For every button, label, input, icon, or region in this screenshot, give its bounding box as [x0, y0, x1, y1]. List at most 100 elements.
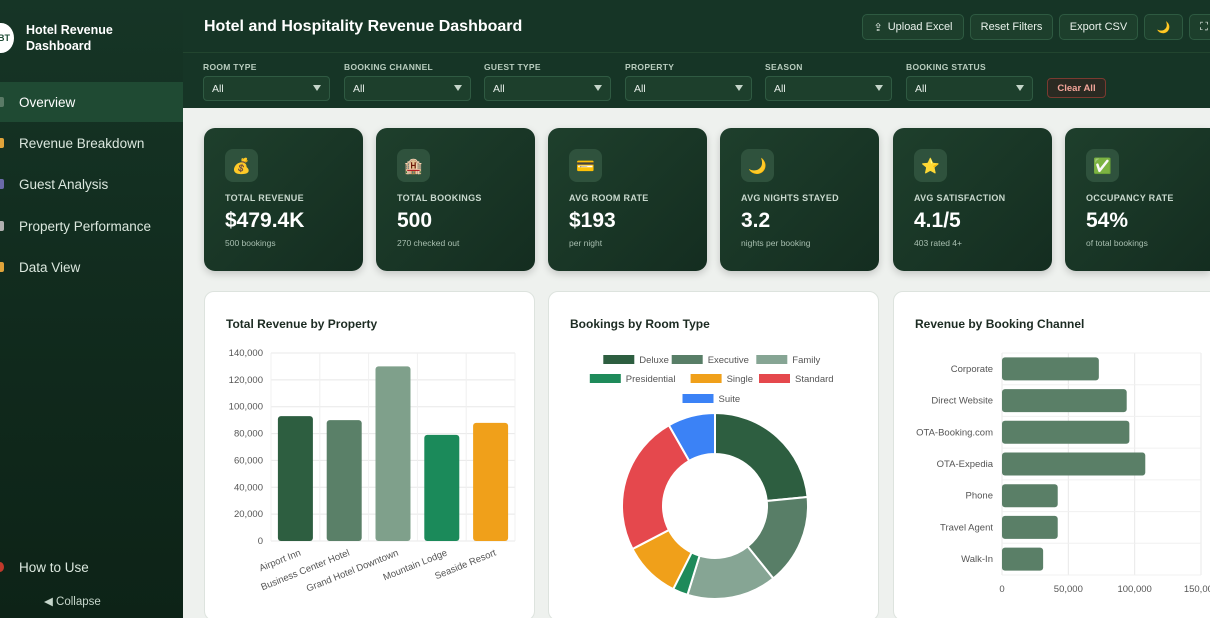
brand: BT Hotel Revenue Dashboard [0, 0, 183, 80]
chevron-down-icon [313, 85, 321, 91]
moon-icon: 🌙 [1156, 21, 1171, 34]
filter-label: Property [625, 62, 675, 72]
kpi-avg-satisfaction: ⭐ AVG SATISFACTION 4.1/5 403 rated 4+ [893, 128, 1052, 271]
bar [326, 420, 362, 541]
clear-all-button[interactable]: Clear All [1047, 78, 1106, 98]
star-icon: ⭐ [914, 149, 947, 182]
season-select[interactable]: All [765, 76, 892, 101]
booking-channel-select[interactable]: All [344, 76, 471, 101]
x-tick-label: 100,000 [1117, 584, 1151, 595]
checkmark-icon: ✅ [1086, 149, 1119, 182]
bar [375, 366, 411, 541]
upload-excel-button[interactable]: ⇪ Upload Excel [862, 14, 964, 40]
revenue-by-channel-card: Revenue by Booking Channel 0 50,000 100,00… [893, 291, 1210, 618]
revenue-by-channel-chart: 0 50,000 100,000 150,000 Corporate Direct Web… [916, 352, 1210, 595]
y-tick-label: Travel Agent [940, 522, 993, 533]
brand-logo: BT [0, 23, 14, 53]
filter-label: Season [765, 62, 803, 72]
select-value: All [493, 82, 505, 95]
upload-label: Upload Excel [887, 21, 953, 33]
y-tick-label: OTA-Expedia [937, 459, 994, 470]
hotel-icon: 🏨 [397, 149, 430, 182]
booking-status-select[interactable]: All [906, 76, 1033, 101]
filter-label: Booking Status [906, 62, 986, 72]
collapse-button[interactable]: ◀ Collapse [44, 596, 101, 608]
kpi-label: AVG ROOM RATE [569, 193, 649, 203]
help-icon [0, 562, 4, 572]
data-icon [0, 262, 4, 272]
property-select[interactable]: All [625, 76, 752, 101]
y-tick-label: 80,000 [234, 429, 263, 440]
kpi-value: 4.1/5 [914, 209, 961, 232]
fullscreen-button[interactable]: ⛶ [1189, 14, 1210, 40]
filter-booking-channel: Booking Channel All [344, 62, 471, 101]
nav-item-overview[interactable]: Overview [0, 82, 183, 122]
legend-swatch [589, 374, 621, 383]
y-tick-label: Walk-In [961, 554, 993, 565]
y-tick-label: 0 [258, 536, 263, 547]
pie-slice [667, 411, 716, 463]
chevron-down-icon [454, 85, 462, 91]
overview-icon [0, 97, 4, 107]
nav-item-how-to-use[interactable]: How to Use [0, 547, 183, 587]
kpi-avg-room-rate: 💳 AVG ROOM RATE $193 per night [548, 128, 707, 271]
y-tick-label: Phone [966, 491, 993, 502]
legend-label: Executive [708, 355, 749, 366]
y-tick-label: Corporate [951, 364, 993, 375]
filter-label: Room Type [203, 62, 257, 72]
fullscreen-icon: ⛶ [1200, 20, 1208, 33]
nav-item-guest-analysis[interactable]: Guest Analysis [0, 164, 183, 204]
kpi-occupancy-rate: ✅ OCCUPANCY RATE 54% of total bookings [1065, 128, 1210, 271]
theme-toggle-button[interactable]: 🌙 [1144, 14, 1183, 40]
nav-label: How to Use [19, 559, 89, 575]
legend-swatch [671, 355, 703, 364]
nav-item-property-performance[interactable]: Property Performance [0, 206, 183, 246]
chart-title: Bookings by Room Type [570, 317, 710, 331]
reset-filters-button[interactable]: Reset Filters [970, 14, 1053, 40]
guest-icon [0, 179, 4, 189]
kpi-value: 500 [397, 209, 433, 232]
y-tick-label: 140,000 [229, 348, 263, 359]
revenue-by-property-chart: 0 20,000 40,000 60,000 80,000 100,000 120,000 1… [229, 348, 516, 595]
bar [473, 422, 509, 541]
bar [424, 434, 460, 541]
bar [1002, 389, 1127, 413]
nav-label: Guest Analysis [19, 176, 109, 192]
y-tick-label: 120,000 [229, 375, 263, 386]
nav-item-revenue-breakdown[interactable]: Revenue Breakdown [0, 123, 183, 163]
kpi-total-revenue: 💰 TOTAL REVENUE $479.4K 500 bookings [204, 128, 363, 271]
bar [1002, 484, 1058, 508]
filter-room-type: Room Type All [203, 62, 330, 101]
legend-swatch [690, 374, 722, 383]
bar [277, 416, 313, 541]
x-tick-label: 50,000 [1054, 584, 1083, 595]
kpi-sub: nights per booking [741, 238, 811, 248]
select-value: All [634, 82, 646, 95]
nav-item-data-view[interactable]: Data View [0, 247, 183, 287]
moon-icon: 🌙 [741, 149, 774, 182]
kpi-value: $479.4K [225, 209, 305, 232]
chevron-down-icon [735, 85, 743, 91]
pie-slice [714, 411, 809, 503]
y-tick-label: Direct Website [931, 396, 993, 407]
bar [1002, 515, 1058, 539]
kpi-total-bookings: 🏨 TOTAL BOOKINGS 500 270 checked out [376, 128, 535, 271]
filter-guest-type: Guest Type All [484, 62, 611, 101]
chevron-down-icon [1016, 85, 1024, 91]
select-value: All [774, 82, 786, 95]
select-value: All [353, 82, 365, 95]
filter-season: Season All [765, 62, 892, 101]
room-type-select[interactable]: All [203, 76, 330, 101]
x-tick-label: 0 [999, 584, 1004, 595]
guest-type-select[interactable]: All [484, 76, 611, 101]
property-icon [0, 221, 4, 231]
legend-label: Deluxe [639, 355, 669, 366]
legend-label: Presidential [626, 374, 676, 385]
filter-booking-status: Booking Status All [906, 62, 1033, 101]
kpi-sub: 500 bookings [225, 238, 276, 248]
chart-title: Total Revenue by Property [226, 317, 378, 331]
kpi-sub: 270 checked out [397, 238, 460, 248]
credit-card-icon: 💳 [569, 149, 602, 182]
kpi-label: TOTAL REVENUE [225, 193, 304, 203]
export-csv-button[interactable]: Export CSV [1059, 14, 1138, 40]
